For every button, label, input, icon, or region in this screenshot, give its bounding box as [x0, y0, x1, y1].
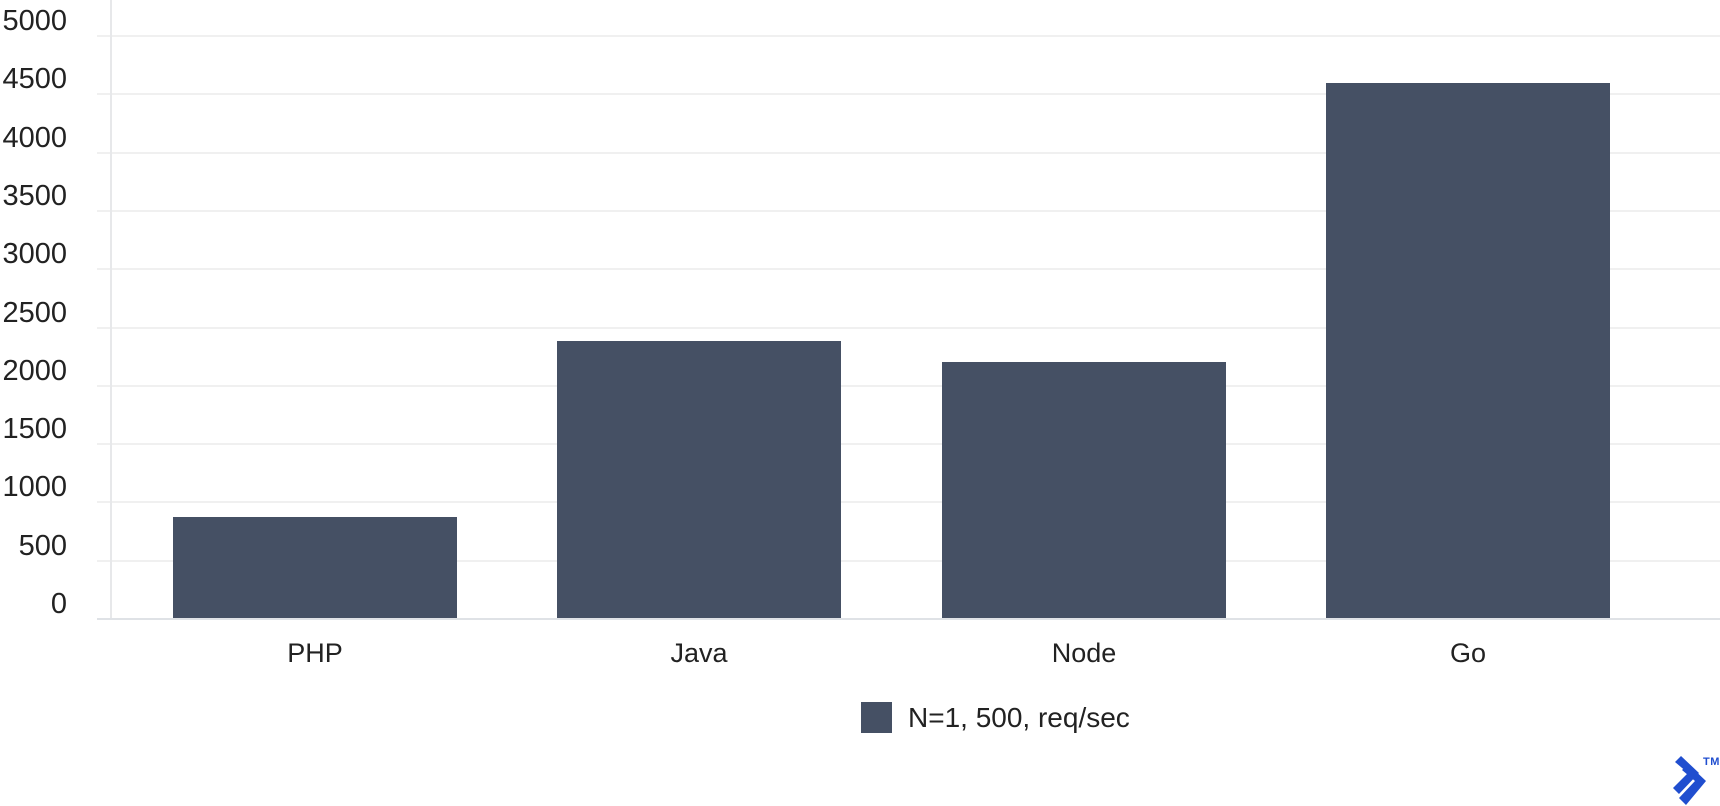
gridline [97, 501, 1720, 503]
x-axis-line [97, 618, 1720, 620]
gridline [97, 385, 1720, 387]
y-axis-tick-label: 3000 [2, 238, 67, 270]
y-axis-tick-label: 3500 [2, 180, 67, 212]
y-axis-tick-label: 5000 [2, 5, 67, 37]
toptal-logo-icon [1673, 756, 1706, 805]
gridline [97, 268, 1720, 270]
bar-php [173, 517, 457, 618]
bar-go [1326, 83, 1610, 618]
y-axis-tick-label: 2500 [2, 297, 67, 329]
x-axis-label-java: Java [670, 638, 728, 668]
x-axis-label-node: Node [1051, 638, 1117, 668]
trademark-label: TM [1703, 756, 1720, 768]
gridline [97, 560, 1720, 562]
y-axis-tick-label: 1000 [2, 471, 67, 503]
legend-swatch [861, 702, 892, 733]
y-axis-tick-label: 4000 [2, 122, 67, 154]
bar-java [557, 341, 841, 618]
gridline [97, 152, 1720, 154]
x-axis-label-php: PHP [287, 638, 343, 668]
y-axis-tick-label: 4500 [2, 63, 67, 95]
chart-legend: N=1, 500, req/sec [861, 702, 1130, 733]
y-axis-tick-label: 2000 [2, 355, 67, 387]
gridline [97, 210, 1720, 212]
gridline [97, 443, 1720, 445]
gridline [97, 35, 1720, 37]
y-axis-tick-label: 1500 [2, 413, 67, 445]
y-axis-tick-label: 500 [18, 530, 67, 562]
y-axis-line [110, 0, 112, 620]
y-axis-tick-label: 0 [50, 588, 67, 620]
legend-label: N=1, 500, req/sec [908, 702, 1130, 733]
brand-mark: TM [1666, 754, 1720, 806]
gridline [97, 327, 1720, 329]
gridline [97, 93, 1720, 95]
x-axis-label-go: Go [1449, 638, 1487, 668]
bar-node [942, 362, 1226, 618]
